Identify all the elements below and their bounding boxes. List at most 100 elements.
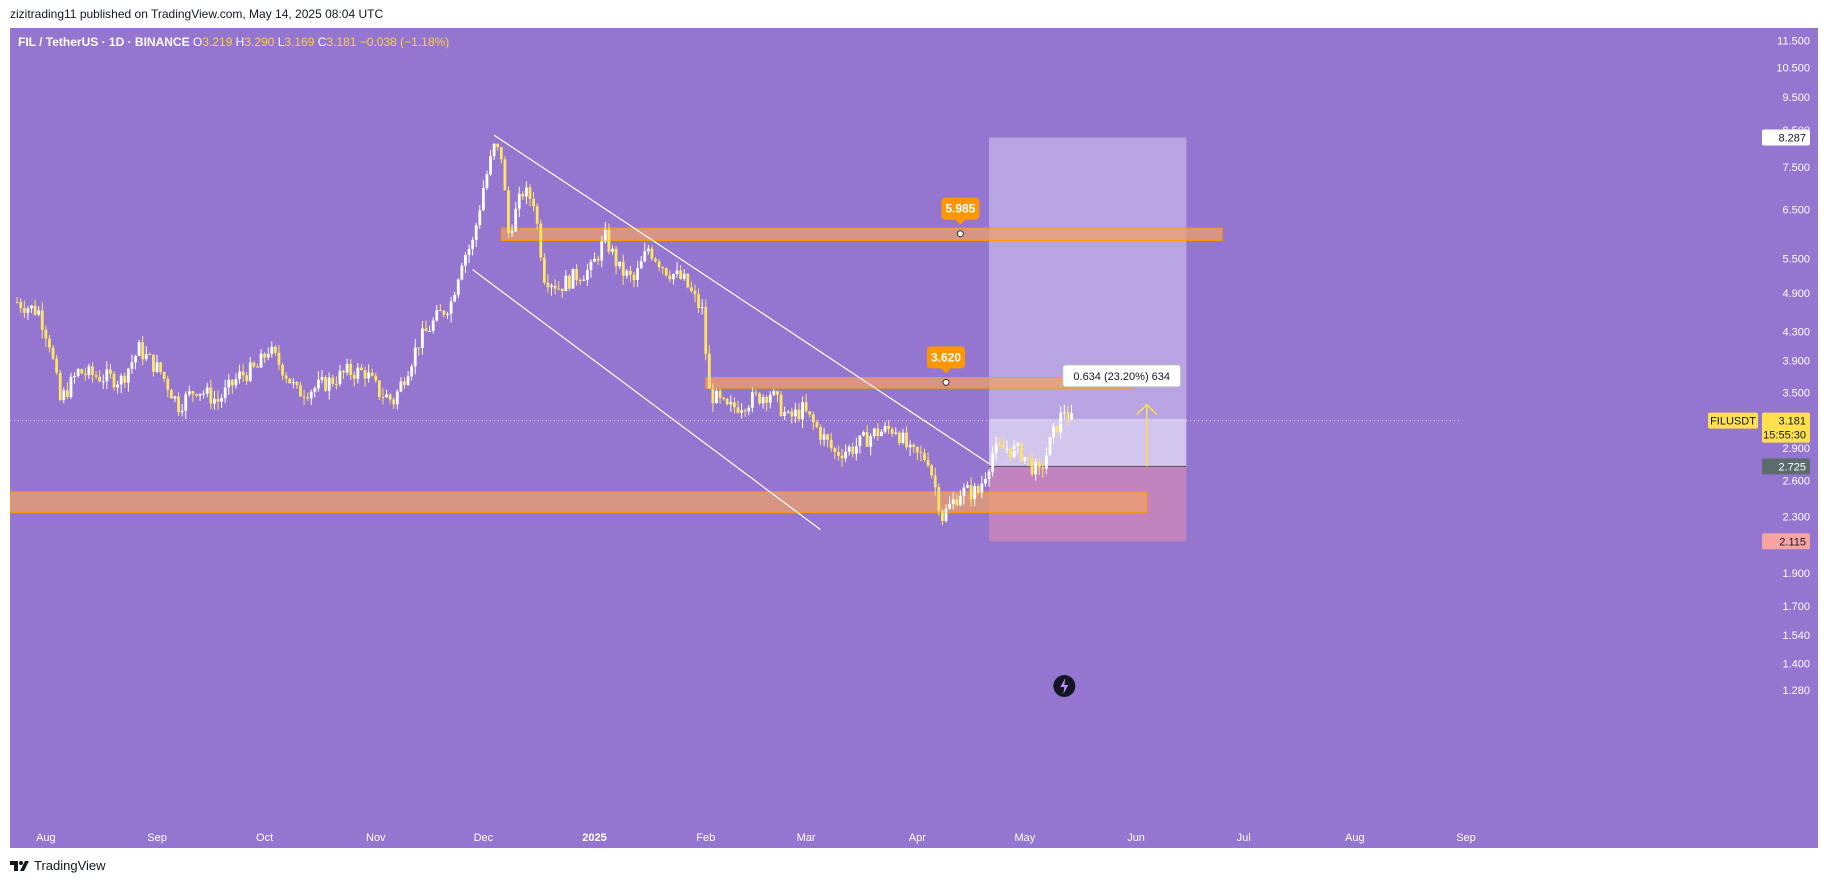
price-zone[interactable] <box>500 227 1223 241</box>
candle-body <box>313 388 317 392</box>
candle-body <box>621 261 625 276</box>
candle-body <box>991 453 995 472</box>
candle-body <box>252 362 256 367</box>
candle-body <box>22 308 26 313</box>
candle-body <box>453 294 457 302</box>
candle-body <box>471 239 475 249</box>
candle-body <box>241 371 245 376</box>
time-tick-label: Apr <box>909 832 926 844</box>
candle-body <box>91 366 94 376</box>
candle-body <box>435 310 439 321</box>
lightning-glyph <box>1060 678 1069 694</box>
candle-body <box>464 255 467 266</box>
candle-body <box>259 353 263 368</box>
upper-zone-label: 5.985 <box>945 202 975 216</box>
candle-body <box>539 223 543 258</box>
candle-body <box>915 446 919 453</box>
candle-body <box>481 188 485 211</box>
middle-zone-label-box[interactable] <box>927 346 965 369</box>
candle-body <box>367 372 371 379</box>
candle-body <box>880 431 883 436</box>
candle-body <box>840 455 844 459</box>
price-chart[interactable]: 0.634 (23.20%) 634 5.985 3.620 11.500 10.50… <box>10 28 1818 848</box>
candle-body <box>438 310 442 312</box>
candle-body <box>611 248 614 252</box>
upper-zone-label-box[interactable] <box>941 197 980 220</box>
candle-body <box>593 258 596 262</box>
candle-body <box>661 267 665 269</box>
candle-body <box>105 369 109 382</box>
candle-body <box>352 374 356 379</box>
tradingview-brand[interactable]: TradingView <box>10 858 106 873</box>
channel-trendline[interactable] <box>472 269 821 531</box>
candle-body <box>618 261 622 267</box>
candle-body <box>166 378 170 391</box>
candle-body <box>238 371 241 380</box>
brand-name: TradingView <box>34 858 106 873</box>
candle-body <box>187 391 191 395</box>
candle-body <box>180 410 184 413</box>
candle-body <box>263 353 267 358</box>
candle-body <box>392 399 396 405</box>
price-tick-label: 6.500 <box>1782 204 1810 216</box>
measure-label-box[interactable] <box>1062 364 1182 388</box>
candle-body <box>1023 457 1027 461</box>
candle-body <box>162 372 166 379</box>
candle-body <box>1005 448 1009 450</box>
candle-body <box>456 279 460 295</box>
candle-body <box>270 346 274 354</box>
candle-body <box>596 258 600 261</box>
candle-body <box>890 429 894 434</box>
candle-body <box>65 390 69 397</box>
candle-body <box>173 396 177 399</box>
candle-body <box>962 487 966 497</box>
candle-body <box>786 411 790 413</box>
candle-body <box>854 446 858 454</box>
candle-body <box>299 385 302 397</box>
candle-body <box>1066 412 1070 420</box>
candle-body <box>234 379 238 386</box>
candle-body <box>793 409 797 417</box>
candle-body <box>851 446 855 454</box>
price-tick-label: 10.500 <box>1776 62 1810 74</box>
candle-body <box>747 407 751 412</box>
candle-body <box>740 410 743 413</box>
chart-panel[interactable]: 0.634 (23.20%) 634 5.985 3.620 11.500 10.50… <box>10 28 1818 848</box>
candle-body <box>575 268 579 281</box>
time-tick-label: Oct <box>256 832 273 844</box>
price-tick-label: 2.600 <box>1782 475 1810 487</box>
candle-body <box>725 398 729 405</box>
price-tick-label: 1.540 <box>1782 630 1810 642</box>
candle-body <box>388 394 392 400</box>
candle-body <box>557 288 561 290</box>
candle-body <box>449 301 453 315</box>
candle-body <box>833 448 837 452</box>
candle-body <box>514 208 518 232</box>
candle-body <box>826 434 830 440</box>
price-zone[interactable] <box>10 491 1148 514</box>
close-label: C <box>317 35 327 49</box>
candle-body <box>130 362 134 369</box>
candle-body <box>919 452 923 454</box>
time-tick-label: Nov <box>366 832 386 844</box>
candle-body <box>894 432 898 434</box>
candle-body <box>377 380 381 397</box>
candle-body <box>887 425 891 430</box>
candle-body <box>338 370 342 385</box>
candle-body <box>507 190 510 234</box>
candle-body <box>923 453 926 460</box>
change-value: −0.038 (−1.18%) <box>359 35 450 49</box>
candle-body <box>403 381 406 385</box>
time-tick-label: 2025 <box>582 832 606 844</box>
candle-body <box>291 382 295 384</box>
stop-price-label: 2.115 <box>1779 536 1806 548</box>
channel-trendline[interactable] <box>493 134 990 465</box>
candle-body <box>937 487 941 511</box>
candle-body <box>48 338 51 348</box>
candle-body <box>901 432 905 443</box>
candle-body <box>672 274 675 280</box>
countdown-label: 15:55:30 <box>1763 430 1806 442</box>
target-zone[interactable] <box>989 137 1187 467</box>
candle-body <box>1027 457 1030 459</box>
candle-body <box>1041 467 1045 469</box>
